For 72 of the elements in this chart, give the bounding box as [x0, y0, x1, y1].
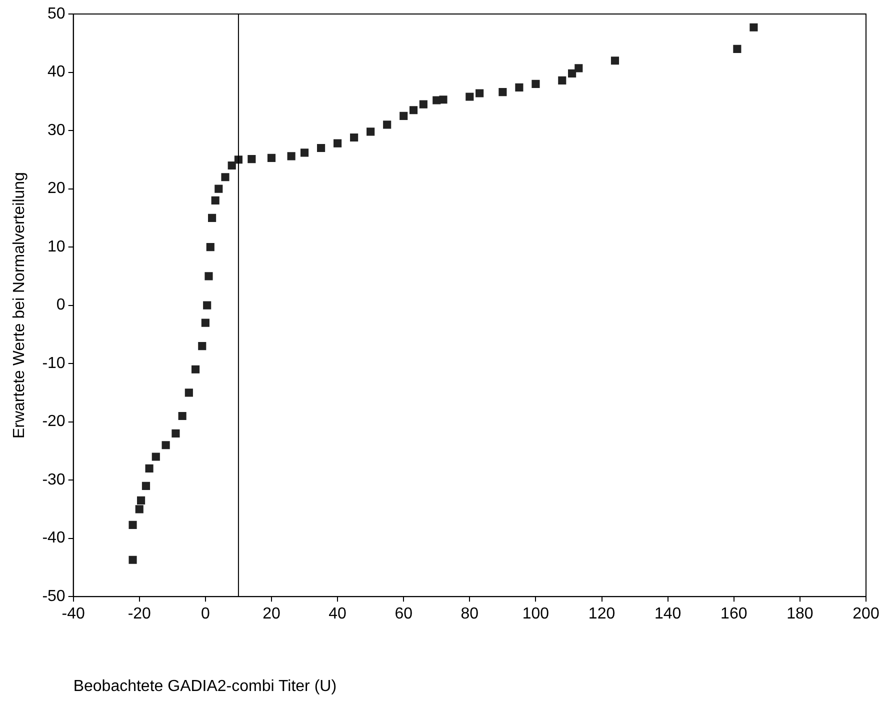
point: [128, 520, 137, 529]
point: [204, 272, 213, 280]
y-axis-title: Erwartete Werte bei Normalverteilung: [11, 172, 28, 439]
y-tick-label: 20: [48, 180, 66, 198]
point: [184, 388, 193, 397]
point: [366, 128, 375, 136]
point: [439, 96, 448, 104]
point: [466, 92, 474, 101]
point: [162, 441, 170, 450]
point: [145, 464, 154, 472]
point: [287, 152, 296, 160]
point: [558, 76, 566, 84]
x-tick-label: -40: [62, 606, 85, 623]
point: [211, 196, 220, 204]
point: [248, 155, 256, 164]
point: [400, 112, 408, 120]
x-tick-label: 200: [852, 606, 880, 623]
x-tick-label: 160: [720, 606, 748, 623]
point: [476, 89, 484, 98]
point: [750, 23, 758, 32]
point: [383, 120, 392, 129]
y-tick-label: 50: [48, 5, 66, 22]
point: [206, 243, 214, 252]
point: [128, 556, 137, 564]
x-tick-label: 180: [786, 606, 814, 623]
x-tick-label: 20: [262, 606, 280, 623]
point: [203, 301, 212, 310]
x-tick-label: -20: [128, 606, 152, 623]
x-tick-label: 80: [460, 606, 479, 623]
y-tick-label: -50: [42, 588, 66, 606]
point: [568, 69, 576, 78]
point: [409, 106, 418, 114]
point: [419, 100, 428, 108]
point: [610, 56, 620, 65]
point: [300, 148, 309, 157]
x-tick-label: 140: [654, 606, 682, 623]
point: [334, 139, 342, 148]
point: [214, 184, 223, 193]
y-tick-label: -10: [42, 354, 66, 372]
point: [515, 83, 524, 92]
point: [198, 342, 206, 350]
y-tick-label: 30: [48, 122, 66, 139]
point: [201, 318, 210, 327]
y-tick-label: 10: [48, 238, 66, 256]
point: [135, 505, 144, 514]
point: [498, 88, 507, 96]
point: [532, 80, 540, 88]
point: [574, 64, 583, 72]
point: [267, 154, 276, 162]
point: [350, 133, 358, 142]
point: [317, 144, 326, 152]
y-tick-label: 0: [56, 296, 66, 314]
x-tick-label: 120: [588, 606, 616, 623]
x-tick-label: 0: [200, 606, 210, 623]
point: [221, 173, 230, 182]
point: [228, 161, 236, 170]
point: [172, 429, 180, 438]
x-tick-label: 60: [394, 606, 413, 623]
point: [208, 214, 216, 222]
x-tick-label: 100: [522, 606, 550, 623]
y-tick-label: -40: [42, 530, 66, 547]
point: [178, 412, 186, 420]
y-tick-label: -30: [42, 471, 66, 488]
point: [733, 44, 742, 53]
point: [152, 452, 160, 461]
point: [191, 365, 200, 374]
y-tick-label: -20: [42, 413, 66, 430]
point: [136, 496, 146, 505]
point: [142, 482, 150, 490]
x-tick-label: 40: [328, 606, 347, 623]
x-axis-title: Beobachtete GADIA2-combi Titer (U): [73, 678, 337, 695]
y-tick-label: 40: [48, 64, 66, 81]
